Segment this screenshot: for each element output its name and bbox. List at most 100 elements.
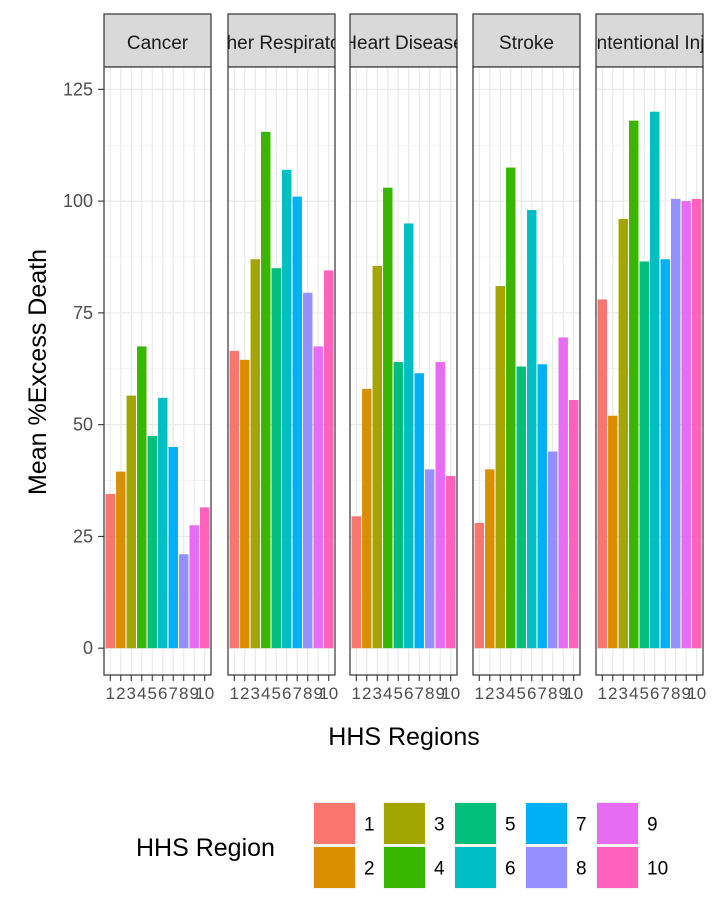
legend-item-3: 3 xyxy=(383,802,445,845)
x-tick-label: 4 xyxy=(383,684,392,703)
facet-strip xyxy=(595,13,704,68)
legend-key xyxy=(526,847,567,888)
bar-other-respiratory-region-1 xyxy=(229,350,240,649)
x-tick-label: 1 xyxy=(106,684,115,703)
bar-stroke-region-10 xyxy=(568,400,579,649)
x-tick-label: 10 xyxy=(687,684,706,703)
legend-key xyxy=(526,803,567,844)
bar-heart-disease-region-2 xyxy=(362,388,372,649)
bar-unintentional-injury-region-7 xyxy=(660,259,670,649)
x-tick-label: 9 xyxy=(189,684,198,703)
bar-heart-disease-region-7 xyxy=(414,373,424,649)
bar-heart-disease-region-3 xyxy=(372,265,382,649)
panel-border xyxy=(472,66,581,676)
legend-label: 9 xyxy=(647,815,658,836)
x-tick-label: 7 xyxy=(169,684,178,703)
bar-heart-disease-region-6 xyxy=(404,223,414,649)
x-tick-label: 1 xyxy=(230,684,239,703)
x-tick-label: 2 xyxy=(116,684,125,703)
x-tick-label: 10 xyxy=(441,684,460,703)
x-tick-label: 2 xyxy=(240,684,249,703)
y-axis-title: Mean %Excess Death xyxy=(24,249,52,495)
legend-key xyxy=(455,847,496,888)
legend-label: 5 xyxy=(505,815,516,836)
legend-item-4: 4 xyxy=(383,846,445,889)
x-tick-label: 3 xyxy=(496,684,505,703)
legend-label: 3 xyxy=(434,815,445,836)
facet-title: Unintentional Injury xyxy=(568,33,720,54)
legend-key xyxy=(597,847,638,888)
facet-strip xyxy=(103,13,212,68)
legend: HHS Region 1 2 3 4 5 6 7 8 9 10 xyxy=(136,802,668,889)
x-tick-label: 6 xyxy=(158,684,167,703)
x-tick-label: 9 xyxy=(558,684,567,703)
x-tick-label: 7 xyxy=(661,684,670,703)
x-tick-label: 3 xyxy=(127,684,136,703)
bar-unintentional-injury-region-5 xyxy=(639,261,649,649)
x-tick-label: 7 xyxy=(538,684,547,703)
x-tick-label: 3 xyxy=(373,684,382,703)
legend-item-7: 7 xyxy=(525,802,587,845)
x-tick-label: 9 xyxy=(313,684,322,703)
x-tick-label: 4 xyxy=(506,684,515,703)
y-tick-label: 100 xyxy=(63,191,93,211)
facet-title: Other Respiratory xyxy=(207,33,357,54)
bar-unintentional-injury-region-10 xyxy=(691,198,702,649)
bar-stroke-region-8 xyxy=(548,451,558,649)
legend-label: 7 xyxy=(576,815,587,836)
facet-strip xyxy=(227,13,336,68)
legend-key xyxy=(384,803,425,844)
x-tick-label: 2 xyxy=(362,684,371,703)
x-tick-label: 8 xyxy=(671,684,680,703)
bar-cancer-region-9 xyxy=(189,525,199,649)
legend-label: 6 xyxy=(505,859,516,880)
legend-title: HHS Region xyxy=(136,834,275,862)
bar-cancer-region-1 xyxy=(105,493,116,649)
x-tick-label: 10 xyxy=(564,684,583,703)
bar-other-respiratory-region-2 xyxy=(240,359,250,649)
x-tick-label: 1 xyxy=(475,684,484,703)
legend-item-5: 5 xyxy=(454,802,516,845)
bar-heart-disease-region-1 xyxy=(351,516,362,649)
bar-stroke-region-1 xyxy=(474,523,485,649)
panel-border xyxy=(103,66,212,676)
facet-panel-1: Cancer 1 2 3 4 5 6 7 8 910 xyxy=(103,13,214,703)
x-tick-label: 7 xyxy=(415,684,424,703)
bar-cancer-region-7 xyxy=(168,447,178,649)
legend-key xyxy=(384,847,425,888)
legend-label: 4 xyxy=(434,859,445,880)
bar-other-respiratory-region-7 xyxy=(292,196,302,649)
x-tick-label: 8 xyxy=(548,684,557,703)
panel-border xyxy=(227,66,336,676)
bar-cancer-region-4 xyxy=(137,346,147,649)
x-tick-label: 2 xyxy=(608,684,617,703)
facet-title: Heart Disease xyxy=(343,33,463,54)
bar-unintentional-injury-region-6 xyxy=(650,111,660,649)
facet-title: Cancer xyxy=(127,33,189,54)
x-axis-title: HHS Regions xyxy=(328,723,479,751)
x-tick-label: 6 xyxy=(282,684,291,703)
x-tick-label: 1 xyxy=(352,684,361,703)
facet-panel-3: Heart Disease 1 2 3 4 5 6 7 8 910 xyxy=(343,13,463,703)
legend-keys: 1 2 3 4 5 6 7 8 9 10 xyxy=(313,802,668,889)
bar-other-respiratory-region-3 xyxy=(250,259,260,649)
panel-border xyxy=(349,66,458,676)
x-tick-label: 2 xyxy=(485,684,494,703)
x-tick-label: 9 xyxy=(681,684,690,703)
legend-label: 8 xyxy=(576,859,587,880)
bar-heart-disease-region-9 xyxy=(435,362,445,649)
y-tick-label: 25 xyxy=(73,526,93,546)
y-axis: 0 25 50 75 100 125 xyxy=(63,79,104,658)
bar-cancer-region-3 xyxy=(126,395,136,649)
bar-unintentional-injury-region-3 xyxy=(618,219,628,649)
x-tick-label: 5 xyxy=(394,684,403,703)
y-tick-label: 50 xyxy=(73,415,93,435)
x-tick-label: 10 xyxy=(195,684,214,703)
bar-other-respiratory-region-6 xyxy=(282,169,292,649)
legend-label: 10 xyxy=(647,859,668,880)
bar-cancer-region-8 xyxy=(179,554,189,649)
x-tick-label: 4 xyxy=(261,684,270,703)
x-tick-label: 5 xyxy=(640,684,649,703)
legend-item-6: 6 xyxy=(454,846,516,889)
